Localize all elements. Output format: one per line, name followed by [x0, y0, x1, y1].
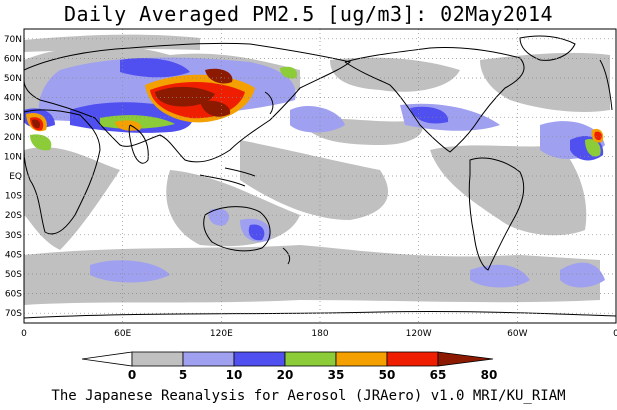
colorbar-tick-label: 0	[128, 368, 136, 382]
concentration-field	[24, 34, 610, 305]
lon-tick-label: 0	[21, 329, 27, 339]
colorbar-tick-label: 10	[226, 368, 243, 382]
lat-tick-label: EQ	[9, 172, 22, 182]
level-80-plus-patches	[32, 68, 233, 129]
lat-tick-label: 10N	[4, 152, 22, 162]
gridlines	[24, 29, 616, 323]
colorbar-arrow-high	[437, 351, 494, 367]
level-35-50-patches	[30, 66, 601, 157]
lon-tick-label: 180	[311, 329, 328, 339]
lat-tick-label: 40N	[4, 94, 22, 104]
colorbar-tick-label: 35	[328, 368, 345, 382]
colorbar-box	[182, 351, 235, 367]
lon-tick-label: 120E	[210, 329, 233, 339]
map-title: Daily Averaged PM2.5 [ug/m3]: 02May2014	[63, 2, 554, 26]
lon-tick-label: 60E	[114, 329, 131, 339]
lat-tick-label: 30N	[4, 113, 22, 123]
lat-tick-label: 70N	[4, 35, 22, 45]
colorbar-box	[386, 351, 439, 367]
longitude-labels: 0 60E 120E 180 120W 60W 0	[21, 329, 617, 339]
colorbar-tick-label: 80	[481, 368, 498, 382]
lat-tick-label: 20S	[5, 211, 22, 221]
credit-line: The Japanese Reanalysis for Aerosol (JRA…	[51, 388, 566, 404]
lat-tick-label: 60N	[4, 54, 22, 64]
colorbar-box	[233, 351, 286, 367]
colorbar-legend: 0 5 10 20 35 50 65 80	[81, 351, 498, 382]
colorbar-box	[131, 351, 184, 367]
colorbar-tick-label: 65	[430, 368, 447, 382]
plot-frame	[23, 28, 617, 324]
lat-tick-label: 20N	[4, 133, 22, 143]
lat-tick-label: 60S	[5, 290, 22, 300]
lat-tick-label: 70S	[5, 309, 22, 319]
lat-tick-label: 10S	[5, 192, 22, 202]
lon-tick-label: 0	[613, 329, 617, 339]
lat-tick-label: 50S	[5, 270, 22, 280]
lon-tick-label: 120W	[406, 329, 432, 339]
colorbar-tick-label: 5	[179, 368, 187, 382]
colorbar-tick-label: 20	[277, 368, 294, 382]
colorbar-box	[335, 351, 388, 367]
lon-tick-label: 60W	[507, 329, 527, 339]
colorbar-tick-label: 50	[379, 368, 396, 382]
lat-tick-label: 40S	[5, 250, 22, 260]
latitude-labels: 70N 60N 50N 40N 30N 20N 10N EQ 10S 20S 30S 40S 50S 60…	[4, 35, 22, 319]
colorbar-arrow-low	[81, 351, 133, 367]
colorbar-box	[284, 351, 337, 367]
lat-tick-label: 50N	[4, 74, 22, 84]
lat-tick-label: 30S	[5, 231, 22, 241]
